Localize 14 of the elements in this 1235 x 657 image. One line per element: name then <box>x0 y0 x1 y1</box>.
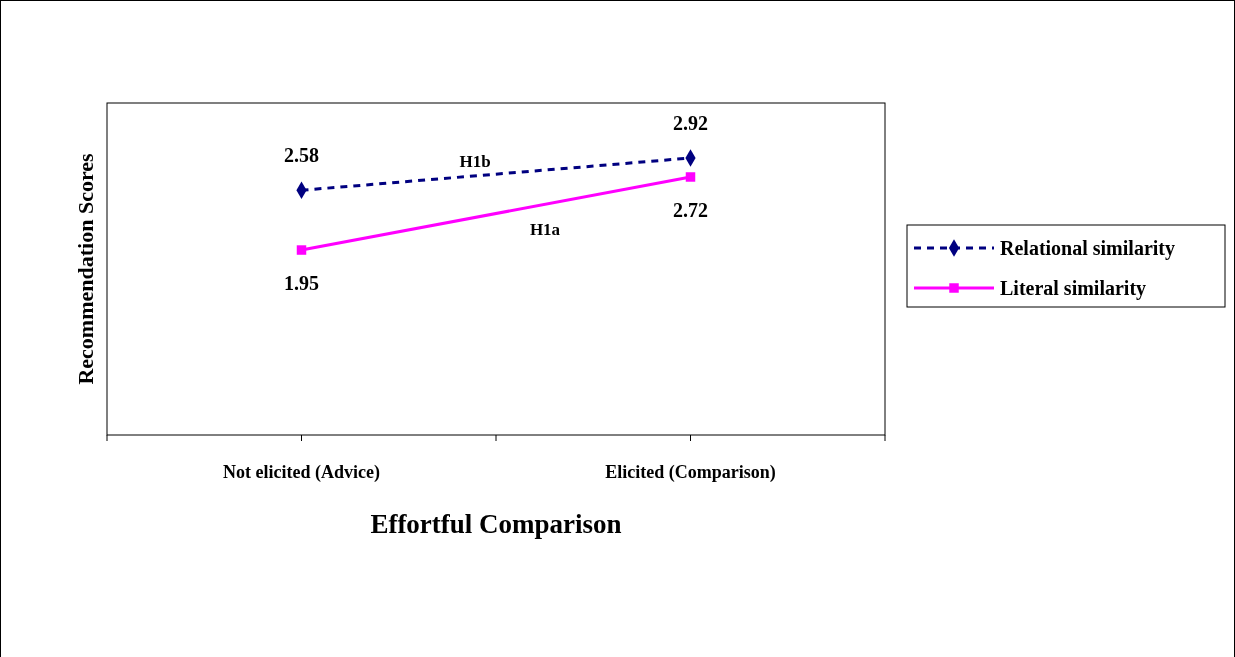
point <box>685 172 696 182</box>
point <box>296 245 307 255</box>
y-axis-title: Recommendation Scores <box>73 152 98 385</box>
x-tick-label: Not elicited (Advice) <box>223 462 380 483</box>
data-label: 2.92 <box>673 112 708 135</box>
data-label: 1.95 <box>284 272 319 295</box>
legend-label: Literal similarity <box>1000 277 1147 300</box>
annotation: H1a <box>529 220 561 239</box>
x-tick-label: Elicited (Comparison) <box>605 462 776 483</box>
x-axis-title: Effortful Comparison <box>370 509 622 539</box>
annotation: H1b <box>459 152 491 171</box>
data-label: 2.72 <box>673 198 708 221</box>
data-label: 2.58 <box>284 144 319 167</box>
legend-label: Relational similarity <box>1000 237 1175 260</box>
